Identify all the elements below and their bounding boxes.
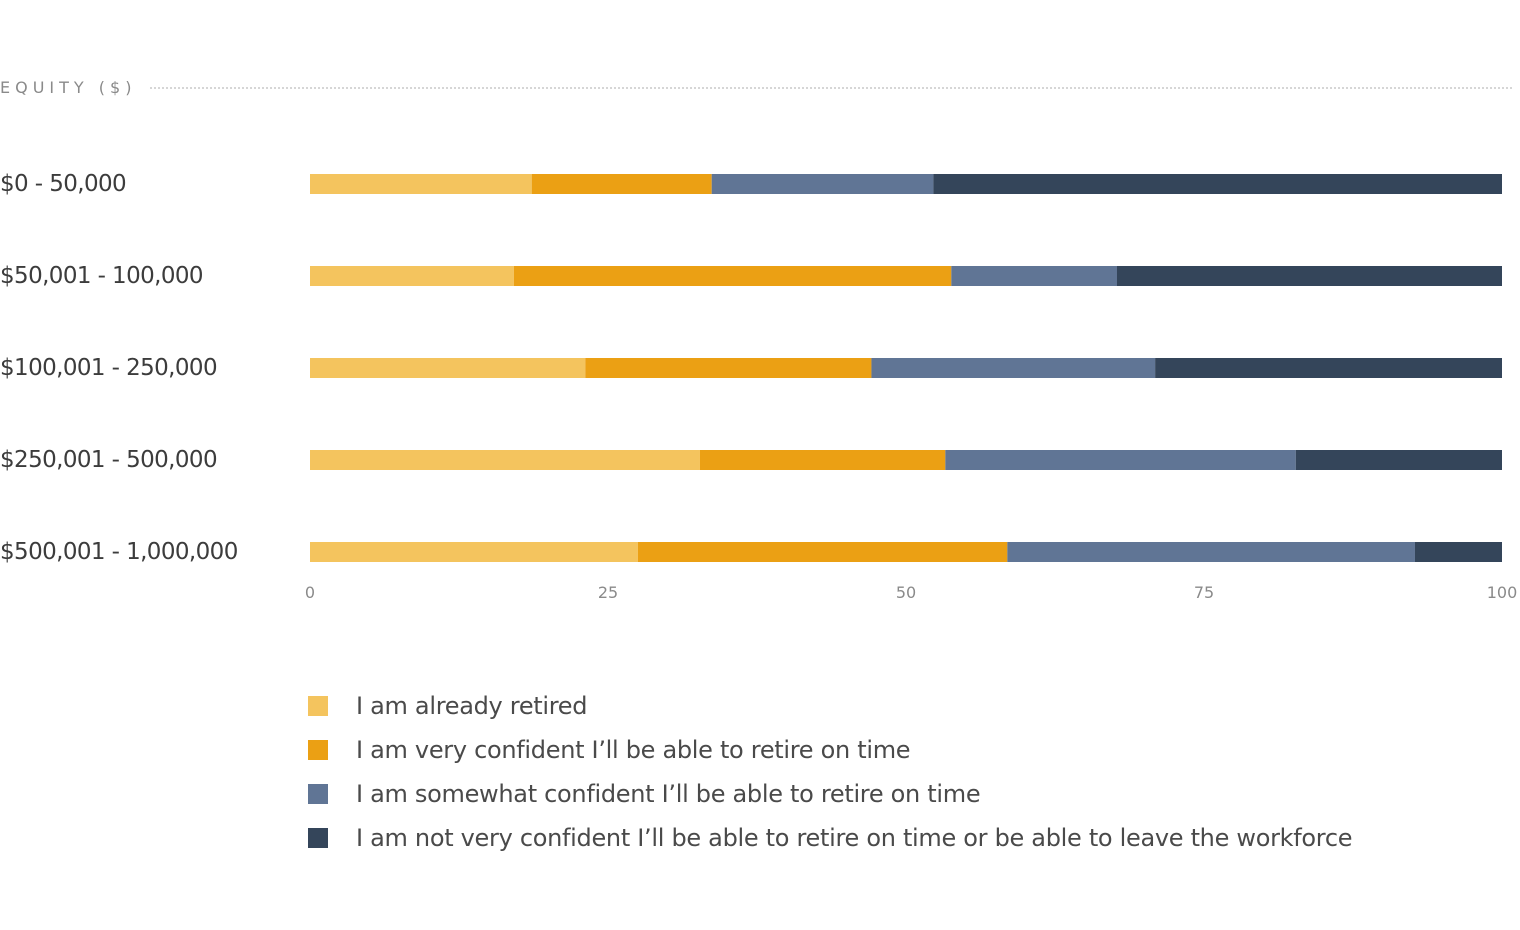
category-label: $50,001 - 100,000 [0,263,204,289]
x-tick-label: 75 [1194,583,1214,602]
x-tick-label: 50 [896,583,916,602]
bar-segment [1116,266,1502,286]
x-tick-label: 100 [1487,583,1518,602]
bar-segment [871,358,1156,378]
bar-segment [945,450,1296,470]
category-label: $500,001 - 1,000,000 [0,539,238,565]
legend: I am already retired I am very confident … [308,684,1353,860]
bar-segment [531,174,712,194]
category-label: $250,001 - 500,000 [0,447,218,473]
bar-segment [585,358,872,378]
legend-label: I am very confident I’ll be able to reti… [356,736,911,764]
group-header: EQUITY ($) [0,76,1512,98]
category-label: $0 - 50,000 [0,171,127,197]
legend-label: I am not very confident I’ll be able to … [356,824,1353,852]
bar-segment [1295,450,1502,470]
legend-label: I am somewhat confident I’ll be able to … [356,780,981,808]
group-label: EQUITY ($) [0,77,137,97]
bar-segment [310,542,638,562]
bar-segment [310,266,514,286]
legend-swatch [308,740,328,760]
bar-segment [699,450,946,470]
bar-segment [637,542,1008,562]
legend-item: I am already retired [308,684,1352,728]
bar-segment [711,174,934,194]
stacked-bar-chart: 0 25 50 75 100 [305,174,1518,602]
dotted-divider [150,86,1512,89]
bar-segment [1155,358,1502,378]
bar-segment [310,450,700,470]
legend-swatch [308,696,328,716]
bar-segment [513,266,952,286]
bar-segment [951,266,1117,286]
legend-item: I am very confident I’ll be able to reti… [308,728,1352,772]
legend-label: I am already retired [356,692,588,720]
bar-segment [310,358,586,378]
bar-segment [1007,542,1415,562]
legend-item: I am somewhat confident I’ll be able to … [308,772,1352,816]
bar-segment [310,174,532,194]
bar-segment [1414,542,1502,562]
bar-segment [933,174,1502,194]
legend-swatch [308,828,328,848]
x-tick-label: 25 [598,583,618,602]
legend-item: I am not very confident I’ll be able to … [308,816,1353,860]
x-tick-label: 0 [305,583,315,602]
legend-swatch [308,784,328,804]
category-label: $100,001 - 250,000 [0,355,218,381]
